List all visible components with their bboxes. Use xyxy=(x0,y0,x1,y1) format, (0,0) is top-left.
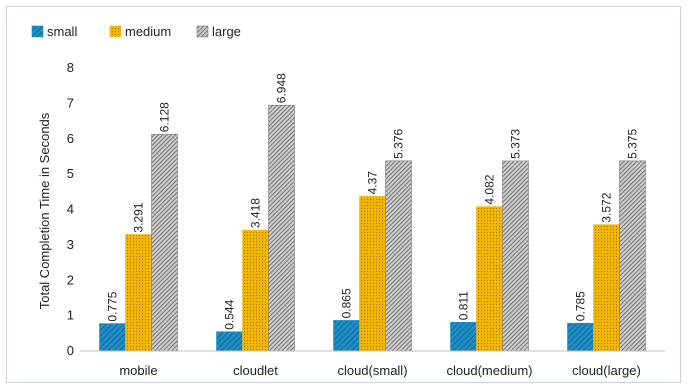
data-label-large-1: 6.948 xyxy=(275,73,289,103)
data-label-medium-2: 4.37 xyxy=(366,171,380,195)
legend-label-medium: medium xyxy=(125,24,171,39)
data-label-medium-0: 3.291 xyxy=(132,202,146,232)
bars: 0.775 3.291 6.128 0.544 3.418 6.948 0.865 4.37 5… xyxy=(99,73,646,352)
bar-small-1 xyxy=(216,331,243,352)
bar-small-3 xyxy=(450,322,477,352)
y-tick-label: 0 xyxy=(67,343,74,358)
legend-label-large: large xyxy=(212,24,241,39)
bar-medium-0 xyxy=(125,234,152,352)
bar-large-1 xyxy=(268,104,295,352)
data-label-large-3: 5.373 xyxy=(509,129,523,159)
legend-swatch-medium xyxy=(109,25,122,38)
y-tick-label: 8 xyxy=(67,60,74,75)
data-label-large-2: 5.376 xyxy=(392,128,406,158)
legend-label-small: small xyxy=(47,24,77,39)
x-category-label: cloud(large) xyxy=(572,363,641,378)
data-label-medium-1: 3.418 xyxy=(249,198,263,228)
legend: small medium large xyxy=(31,24,241,39)
bar-medium-3 xyxy=(476,206,503,352)
data-label-small-3: 0.811 xyxy=(457,291,471,320)
legend-swatch-small xyxy=(31,25,44,38)
bar-small-2 xyxy=(333,320,360,352)
y-tick-label: 7 xyxy=(67,95,74,110)
bar-medium-1 xyxy=(242,229,269,352)
bar-large-2 xyxy=(385,160,412,352)
y-tick-label: 6 xyxy=(67,131,74,146)
data-label-small-2: 0.865 xyxy=(340,288,354,318)
bar-medium-4 xyxy=(593,224,620,352)
data-label-small-1: 0.544 xyxy=(223,299,237,329)
bar-large-4 xyxy=(619,160,646,352)
x-category-label: cloudlet xyxy=(233,363,278,378)
bar-medium-2 xyxy=(359,196,386,352)
x-category-label: cloud(medium) xyxy=(447,363,533,378)
x-category-label: mobile xyxy=(119,363,157,378)
y-tick-label: 1 xyxy=(67,308,74,323)
y-tick-label: 2 xyxy=(67,272,74,287)
bar-small-0 xyxy=(99,323,126,352)
y-axis-title: Total Completion Time in Seconds xyxy=(37,112,52,309)
x-axis: mobile cloudlet cloud(small) cloud(medium) c… xyxy=(80,350,665,378)
y-tick-label: 4 xyxy=(67,202,74,217)
bar-large-3 xyxy=(502,160,529,352)
data-label-medium-3: 4.082 xyxy=(483,174,497,204)
data-label-small-4: 0.785 xyxy=(574,291,588,321)
bar-large-0 xyxy=(151,133,178,352)
y-tick-label: 5 xyxy=(67,166,74,181)
data-label-large-4: 5.375 xyxy=(626,129,640,159)
data-label-medium-4: 3.572 xyxy=(600,192,614,222)
y-axis: 0 1 2 3 4 5 6 7 8 xyxy=(67,60,74,358)
data-label-small-0: 0.775 xyxy=(106,291,120,321)
y-tick-label: 3 xyxy=(67,237,74,252)
x-category-label: cloud(small) xyxy=(337,363,407,378)
data-label-large-0: 6.128 xyxy=(158,102,172,132)
legend-swatch-large xyxy=(196,25,209,38)
bar-small-4 xyxy=(567,322,594,352)
